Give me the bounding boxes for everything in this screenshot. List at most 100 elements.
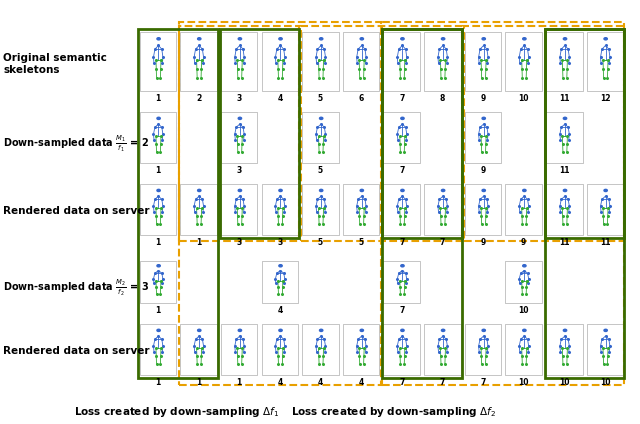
Circle shape [238,190,241,192]
Bar [302,184,339,235]
Bar [465,184,501,235]
Circle shape [198,190,201,192]
Circle shape [157,190,160,192]
Circle shape [279,190,282,192]
Text: 1: 1 [156,378,161,387]
Bar [262,261,298,303]
Bar [140,32,176,91]
Bar [179,26,300,241]
Text: 3: 3 [277,238,282,247]
Bar [465,324,501,375]
Circle shape [279,38,282,40]
Circle shape [319,329,323,332]
Bar [506,324,542,375]
Circle shape [442,38,445,40]
Text: 11: 11 [559,94,570,103]
Text: 9: 9 [481,94,486,103]
Text: 1: 1 [156,166,161,175]
Text: 4: 4 [358,378,364,387]
Bar [221,324,257,375]
Circle shape [157,38,160,40]
Bar [221,184,257,235]
Circle shape [157,117,160,120]
Text: 9: 9 [521,238,526,247]
Text: 1: 1 [156,94,161,103]
Bar [180,32,217,91]
Circle shape [360,190,364,192]
Circle shape [482,38,485,40]
Bar [140,261,176,303]
Bar [506,32,542,91]
Circle shape [523,190,526,192]
Bar [465,112,501,163]
Text: 7: 7 [399,306,404,315]
Text: Down-sampled data $\frac{M_2}{f_2}$ = 3: Down-sampled data $\frac{M_2}{f_2}$ = 3 [3,278,149,298]
Bar [262,32,298,91]
Text: 10: 10 [559,378,570,387]
Bar [424,184,461,235]
Text: Rendered data on server: Rendered data on server [3,206,150,216]
Circle shape [319,117,323,120]
Circle shape [238,38,241,40]
Bar [179,22,381,385]
Circle shape [523,329,526,332]
Text: 7: 7 [399,166,404,175]
Text: 1: 1 [237,378,242,387]
Circle shape [442,190,445,192]
Text: 5: 5 [358,238,364,247]
Bar [140,324,176,375]
Circle shape [401,38,404,40]
Circle shape [563,38,566,40]
Bar [546,112,582,163]
Circle shape [198,329,201,332]
Text: 12: 12 [600,94,610,103]
Circle shape [563,329,566,332]
Bar [221,32,257,91]
Text: Loss created by down-sampling $\Delta f_1$: Loss created by down-sampling $\Delta f_… [74,405,279,419]
Text: 1: 1 [156,306,161,315]
Circle shape [482,117,485,120]
Bar [262,324,298,375]
Circle shape [279,329,282,332]
Bar [343,184,380,235]
Text: 3: 3 [237,94,242,103]
Bar [545,29,625,378]
Text: 7: 7 [399,238,404,247]
Circle shape [401,265,404,267]
Bar [546,324,582,375]
Circle shape [198,38,201,40]
Text: 7: 7 [399,94,404,103]
Circle shape [238,117,241,120]
Bar [302,112,339,163]
Circle shape [319,38,323,40]
Bar [138,29,218,378]
Circle shape [360,329,364,332]
Circle shape [401,329,404,332]
Text: 1: 1 [196,378,201,387]
Text: 1: 1 [156,238,161,247]
Bar [383,184,420,235]
Bar [545,29,625,238]
Bar [180,184,217,235]
Bar [140,184,176,235]
Bar [587,184,623,235]
Bar [382,22,625,385]
Bar [382,29,462,378]
Bar [302,324,339,375]
Bar [463,26,625,241]
Text: Rendered data on server: Rendered data on server [3,346,150,356]
Text: 5: 5 [318,238,323,247]
Text: 7: 7 [481,378,486,387]
Text: 10: 10 [600,378,610,387]
Text: 7: 7 [440,238,445,247]
Circle shape [523,38,526,40]
Circle shape [482,329,485,332]
Bar [383,32,420,91]
Circle shape [563,190,566,192]
Circle shape [401,117,404,120]
Circle shape [604,190,607,192]
Text: 11: 11 [600,238,610,247]
Text: 10: 10 [518,94,529,103]
Circle shape [238,329,241,332]
Bar [301,26,462,241]
